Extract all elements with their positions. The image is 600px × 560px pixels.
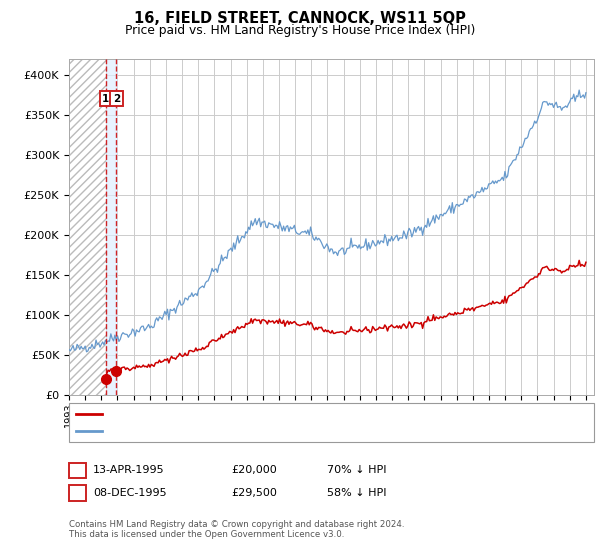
Text: HPI: Average price, detached house, Cannock Chase: HPI: Average price, detached house, Cann… (105, 426, 366, 436)
Text: 70% ↓ HPI: 70% ↓ HPI (327, 465, 386, 475)
Text: 13-APR-1995: 13-APR-1995 (93, 465, 164, 475)
Text: 1: 1 (102, 94, 109, 104)
Text: 16, FIELD STREET, CANNOCK, WS11 5QP: 16, FIELD STREET, CANNOCK, WS11 5QP (134, 11, 466, 26)
Text: £20,000: £20,000 (231, 465, 277, 475)
Text: 08-DEC-1995: 08-DEC-1995 (93, 488, 167, 498)
Text: Contains HM Land Registry data © Crown copyright and database right 2024.
This d: Contains HM Land Registry data © Crown c… (69, 520, 404, 539)
Text: 1: 1 (74, 465, 81, 475)
Text: £29,500: £29,500 (231, 488, 277, 498)
Text: 2: 2 (113, 94, 120, 104)
Text: 58% ↓ HPI: 58% ↓ HPI (327, 488, 386, 498)
Text: Price paid vs. HM Land Registry's House Price Index (HPI): Price paid vs. HM Land Registry's House … (125, 24, 475, 36)
Text: 16, FIELD STREET, CANNOCK, WS11 5QP (detached house): 16, FIELD STREET, CANNOCK, WS11 5QP (det… (105, 409, 398, 419)
Bar (69, 59, 106, 395)
Bar (106, 59, 118, 395)
Text: 2: 2 (74, 488, 81, 498)
